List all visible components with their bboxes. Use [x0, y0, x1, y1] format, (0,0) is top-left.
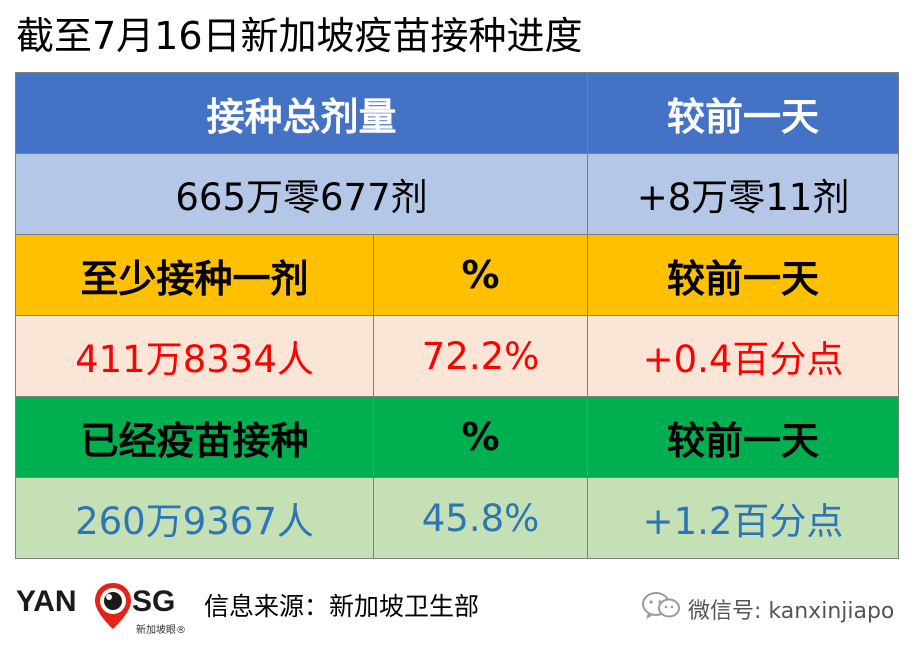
first-dose-people: 411万8334人 — [15, 315, 374, 397]
fully-vaccinated-compare-header: 较前一天 — [587, 396, 900, 478]
wechat-icon — [642, 592, 680, 619]
total-compare-header: 较前一天 — [587, 72, 900, 154]
fully-vaccinated-values-row: 260万9367人 45.8% +1.2百分点 — [15, 477, 900, 559]
first-dose-pct: 72.2% — [372, 315, 589, 397]
first-dose-compare-header: 较前一天 — [587, 234, 900, 316]
first-dose-pct-header: % — [372, 234, 589, 316]
wechat-id-text: 微信号: kanxinjiapo — [688, 599, 895, 624]
fully-vaccinated-header-row: 已经疫苗接种 % 较前一天 — [15, 396, 900, 478]
fully-vaccinated-pct-header: % — [372, 396, 589, 478]
total-doses-value: 665万零677剂 — [14, 153, 589, 235]
first-dose-change: +0.4百分点 — [587, 315, 900, 397]
yan-sg-logo: YAN SG 新加坡眼® — [16, 577, 196, 637]
first-dose-header-row: 至少接种一剂 % 较前一天 — [15, 234, 900, 316]
fully-vaccinated-header: 已经疫苗接种 — [15, 396, 374, 478]
eye-pin-icon — [95, 583, 131, 629]
fully-vaccinated-change: +1.2百分点 — [587, 477, 900, 559]
first-dose-values-row: 411万8334人 72.2% +0.4百分点 — [15, 315, 900, 397]
data-source: 信息来源：新加坡卫生部 — [204, 592, 480, 621]
logo-subtitle: 新加坡眼® — [136, 625, 186, 636]
total-doses-header-row: 接种总剂量 较前一天 — [14, 72, 900, 154]
footer: YAN SG 新加坡眼® 信息来源：新加坡卫生部 微信号: kanxinjiap… — [0, 565, 915, 647]
fully-vaccinated-pct: 45.8% — [372, 477, 589, 559]
page-title: 截至7月16日新加坡疫苗接种进度 — [16, 14, 583, 58]
total-doses-header: 接种总剂量 — [14, 72, 589, 154]
logo-text-left: YAN — [16, 585, 77, 618]
first-dose-header: 至少接种一剂 — [15, 234, 374, 316]
logo-text-right: SG — [132, 585, 176, 618]
total-doses-row: 665万零677剂 +8万零11剂 — [14, 153, 900, 235]
vaccination-table: 接种总剂量 较前一天 665万零677剂 +8万零11剂 至少接种一剂 % 较前… — [14, 72, 900, 559]
total-doses-change: +8万零11剂 — [587, 153, 900, 235]
fully-vaccinated-people: 260万9367人 — [15, 477, 374, 559]
